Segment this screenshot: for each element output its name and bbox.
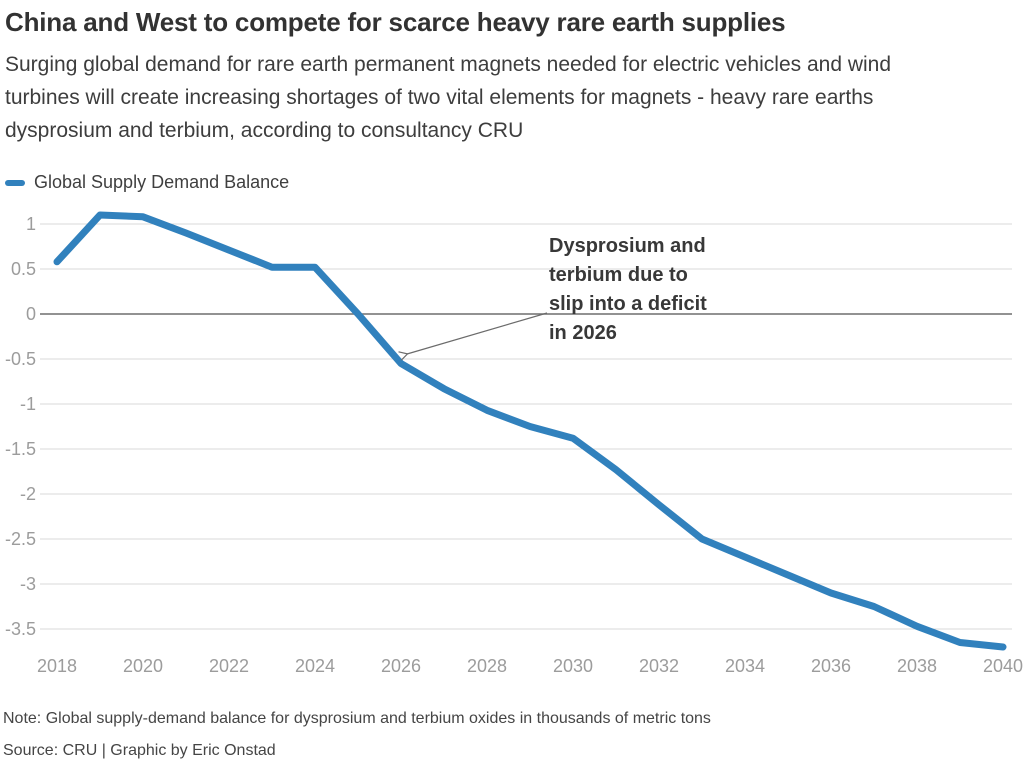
x-tick-label: 2020 — [123, 656, 163, 676]
annotation-line-3: slip into a deficit — [549, 293, 707, 315]
page-title: China and West to compete for scarce hea… — [5, 7, 786, 37]
y-tick-label: -3 — [20, 574, 36, 594]
annotation-line-1: Dysprosium and — [549, 235, 706, 257]
x-tick-label: 2024 — [295, 656, 335, 676]
y-tick-label: -0.5 — [5, 349, 36, 369]
y-tick-label: -2.5 — [5, 529, 36, 549]
annotation-line-2: terbium due to — [549, 264, 688, 286]
plot-area: 1 0.5 0 -0.5 -1 -1.5 -2 -2.5 -3 -3.5 2018 2020 2022 2… — [0, 195, 1024, 700]
x-tick-label: 2018 — [37, 656, 77, 676]
annotation-callout: Dysprosium and terbium due to slip into … — [549, 232, 759, 348]
source-line: Source: CRU | Graphic by Eric Onstad — [3, 742, 276, 759]
x-tick-label: 2026 — [381, 656, 421, 676]
x-tick-label: 2040 — [983, 656, 1023, 676]
y-tick-label: 1 — [26, 214, 36, 234]
legend-line-swatch-icon — [5, 179, 25, 186]
y-tick-label: -2 — [20, 484, 36, 504]
legend-label: Global Supply Demand Balance — [34, 172, 290, 192]
y-tick-label: 0.5 — [11, 259, 36, 279]
x-tick-label: 2038 — [897, 656, 937, 676]
chart-subtitle: Surging global demand for rare earth per… — [5, 48, 1021, 147]
x-tick-label: 2028 — [467, 656, 507, 676]
x-tick-label: 2034 — [725, 656, 765, 676]
y-tick-label: 0 — [26, 304, 36, 324]
annotation-line-4: in 2026 — [549, 322, 617, 344]
subtitle-line-1: Surging global demand for rare earth per… — [5, 53, 892, 76]
y-tick-label: -3.5 — [5, 619, 36, 639]
y-tick-label: -1 — [20, 394, 36, 414]
subtitle-line-3: dysprosium and terbium, according to con… — [5, 119, 524, 142]
subtitle-line-2: turbines will create increasing shortage… — [5, 86, 874, 109]
x-tick-label: 2022 — [209, 656, 249, 676]
y-tick-label: -1.5 — [5, 439, 36, 459]
legend: Global Supply Demand Balance — [5, 172, 289, 193]
x-tick-label: 2030 — [553, 656, 593, 676]
annotation-arrow — [407, 312, 548, 354]
x-tick-label: 2036 — [811, 656, 851, 676]
footnote: Note: Global supply-demand balance for d… — [3, 710, 711, 727]
x-tick-label: 2032 — [639, 656, 679, 676]
supply-demand-balance-line — [53, 211, 1007, 651]
